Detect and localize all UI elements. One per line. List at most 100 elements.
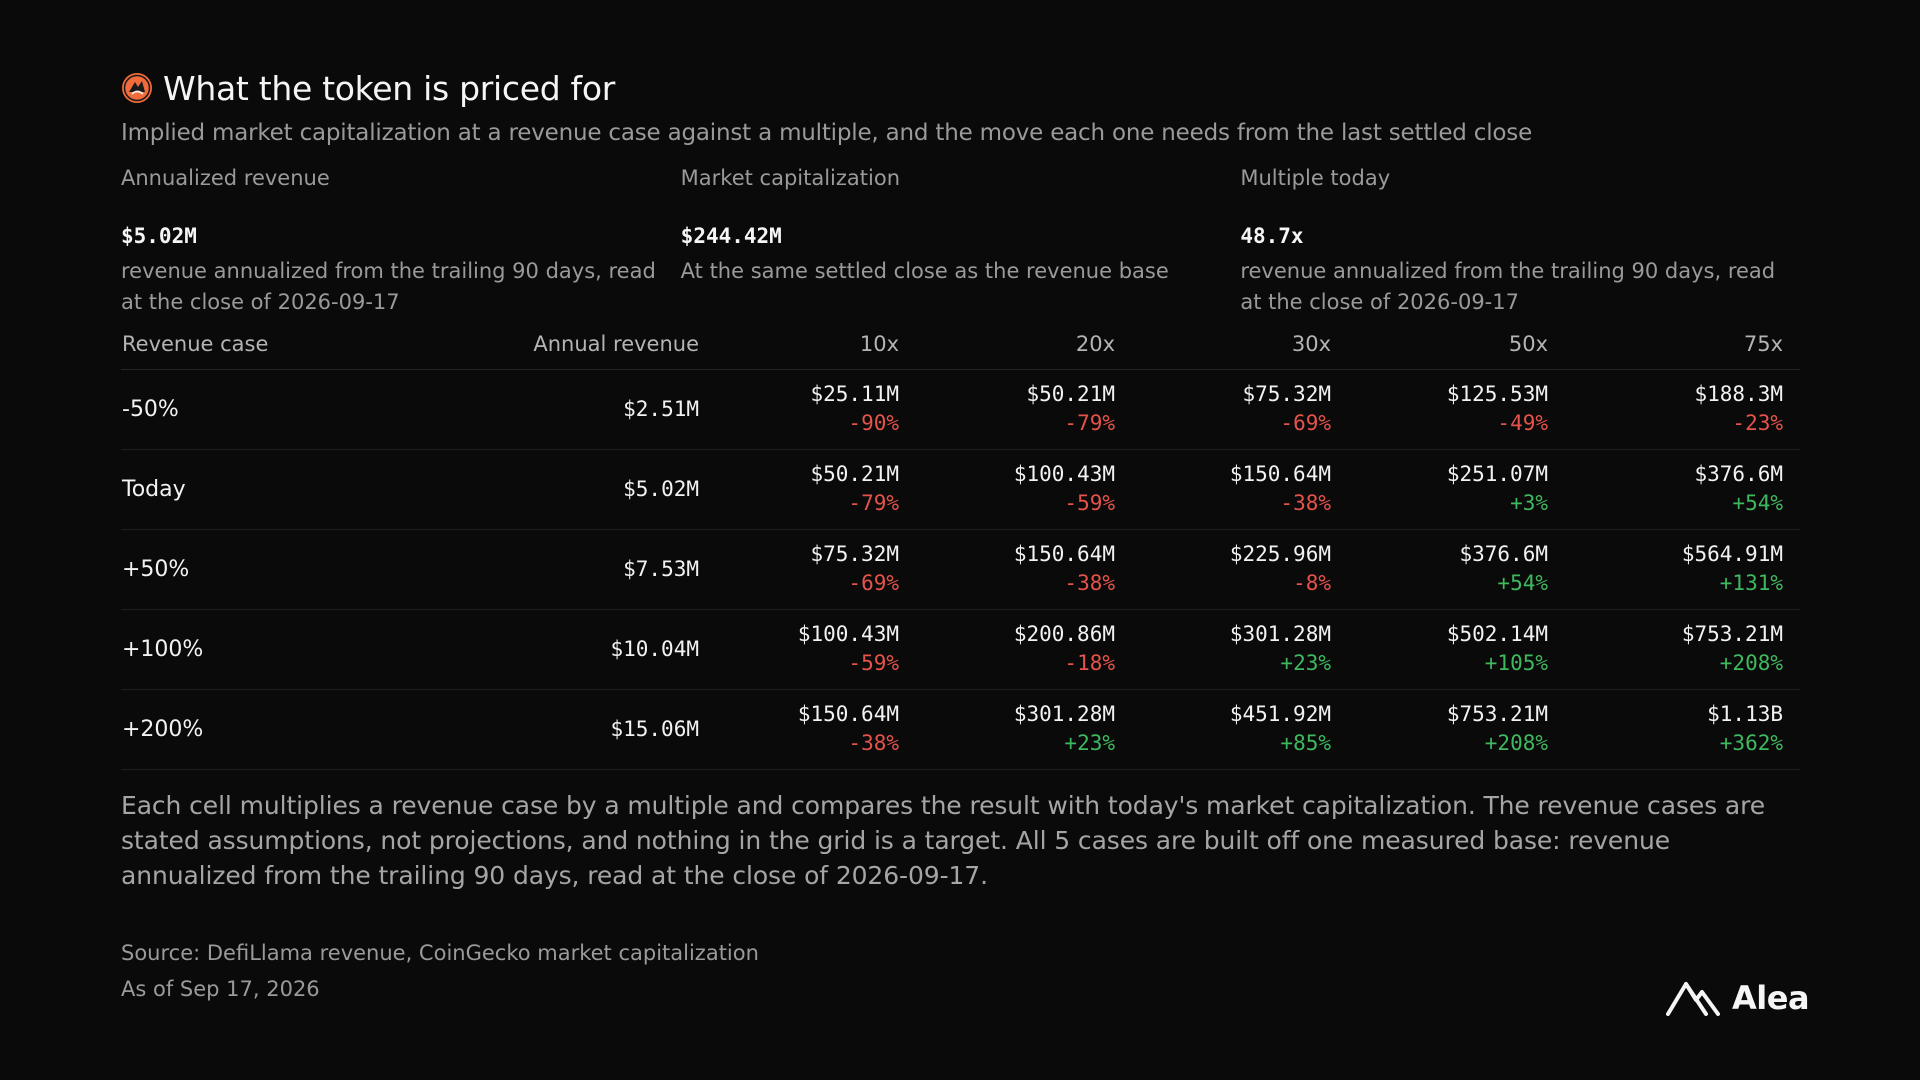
required-move: +208% bbox=[1719, 651, 1783, 675]
title-row: What the token is priced for bbox=[121, 66, 1800, 110]
implied-market-cap: $150.64M bbox=[1229, 462, 1331, 486]
annual-revenue-cell: $7.53M bbox=[431, 529, 699, 610]
multiple-cell: $150.64M -38% bbox=[699, 689, 916, 770]
multiple-cell: $225.96M -8% bbox=[1132, 529, 1348, 610]
required-move: +23% bbox=[1064, 731, 1115, 755]
multiple-cell: $301.28M +23% bbox=[1132, 609, 1348, 690]
multiple-cell: $753.21M +208% bbox=[1348, 689, 1565, 770]
annual-revenue-cell: $2.51M bbox=[431, 369, 699, 450]
implied-market-cap: $753.21M bbox=[1681, 622, 1783, 646]
page: What the token is priced for Implied mar… bbox=[121, 66, 1800, 1007]
required-move: +208% bbox=[1484, 731, 1548, 755]
revenue-case-cell: +100% bbox=[121, 609, 431, 690]
required-move: -49% bbox=[1497, 411, 1548, 435]
stat-value: 48.7x bbox=[1240, 224, 1304, 248]
explanation-text: Each cell multiplies a revenue case by a… bbox=[121, 790, 1766, 890]
required-move: -69% bbox=[1280, 411, 1331, 435]
required-move: +54% bbox=[1497, 571, 1548, 595]
multiple-cell: $1.13B +362% bbox=[1565, 689, 1800, 770]
required-move: +362% bbox=[1719, 731, 1783, 755]
revenue-case-cell: +50% bbox=[121, 529, 431, 610]
implied-market-cap: $75.32M bbox=[1242, 382, 1331, 406]
implied-market-cap: $753.21M bbox=[1446, 702, 1548, 726]
implied-market-cap: $75.32M bbox=[810, 542, 899, 566]
column-header: 10x bbox=[699, 319, 916, 370]
multiple-cell: $100.43M -59% bbox=[916, 449, 1132, 530]
implied-market-cap: $251.07M bbox=[1446, 462, 1548, 486]
implied-market-cap: $376.6M bbox=[1694, 462, 1783, 486]
alea-logo-icon bbox=[1666, 982, 1720, 1016]
table-row: -50% $2.51M $25.11M -90% $50.21M -79% $75.32M -… bbox=[121, 369, 1800, 450]
table-header-row: Revenue case Annual revenue 10x 20x 30x … bbox=[121, 319, 1800, 370]
multiple-cell: $75.32M -69% bbox=[1132, 369, 1348, 450]
stat-label: Annualized revenue bbox=[121, 166, 330, 190]
multiple-cell: $188.3M -23% bbox=[1565, 369, 1800, 450]
stat-note: revenue annualized from the trailing 90 … bbox=[121, 259, 656, 314]
annual-revenue-cell: $15.06M bbox=[431, 689, 699, 770]
multiple-cell: $251.07M +3% bbox=[1348, 449, 1565, 530]
stat-label: Market capitalization bbox=[680, 166, 901, 190]
token-logo-icon bbox=[122, 73, 152, 103]
implied-market-cap: $50.21M bbox=[810, 462, 899, 486]
implied-market-cap: $301.28M bbox=[1013, 702, 1115, 726]
stat-annualized-revenue: Annualized revenue $5.02M revenue annual… bbox=[121, 166, 681, 316]
required-move: -79% bbox=[1064, 411, 1115, 435]
required-move: -90% bbox=[848, 411, 899, 435]
column-header: 30x bbox=[1132, 319, 1348, 370]
required-move: +85% bbox=[1280, 731, 1331, 755]
implied-market-cap: $100.43M bbox=[1013, 462, 1115, 486]
multiple-cell: $376.6M +54% bbox=[1565, 449, 1800, 530]
annual-revenue-cell: $5.02M bbox=[431, 449, 699, 530]
required-move: +131% bbox=[1719, 571, 1783, 595]
table-row: +50% $7.53M $75.32M -69% $150.64M -38% $225.96… bbox=[121, 529, 1800, 610]
multiple-cell: $200.86M -18% bbox=[916, 609, 1132, 690]
column-header: 75x bbox=[1565, 319, 1800, 370]
implied-market-cap: $25.11M bbox=[810, 382, 899, 406]
multiple-cell: $753.21M +208% bbox=[1565, 609, 1800, 690]
brand-name: Alea bbox=[1732, 979, 1810, 1017]
multiple-cell: $376.6M +54% bbox=[1348, 529, 1565, 610]
required-move: -59% bbox=[1064, 491, 1115, 515]
page-title: What the token is priced for bbox=[163, 68, 616, 108]
required-move: +54% bbox=[1732, 491, 1783, 515]
table-row: Today $5.02M $50.21M -79% $100.43M -59% $150.6… bbox=[121, 449, 1800, 530]
brand-logo: Alea bbox=[1666, 978, 1810, 1018]
implied-market-cap: $564.91M bbox=[1681, 542, 1783, 566]
multiple-cell: $150.64M -38% bbox=[916, 529, 1132, 610]
multiple-cell: $25.11M -90% bbox=[699, 369, 916, 450]
multiple-cell: $564.91M +131% bbox=[1565, 529, 1800, 610]
column-header: 20x bbox=[916, 319, 1132, 370]
table-row: +200% $15.06M $150.64M -38% $301.28M +23% $451… bbox=[121, 689, 1800, 770]
required-move: -59% bbox=[848, 651, 899, 675]
multiple-cell: $125.53M -49% bbox=[1348, 369, 1565, 450]
stat-market-cap: Market capitalization $244.42M At the sa… bbox=[681, 166, 1241, 316]
column-header: Revenue case bbox=[121, 319, 431, 370]
implied-market-cap: $100.43M bbox=[797, 622, 899, 646]
implied-market-cap: $502.14M bbox=[1446, 622, 1548, 646]
stat-multiple-today: Multiple today 48.7x revenue annualized … bbox=[1240, 166, 1800, 316]
stat-value: $5.02M bbox=[121, 224, 197, 248]
required-move: -38% bbox=[1280, 491, 1331, 515]
implied-market-cap: $125.53M bbox=[1446, 382, 1548, 406]
required-move: -23% bbox=[1732, 411, 1783, 435]
stats-row: Annualized revenue $5.02M revenue annual… bbox=[121, 166, 1800, 316]
implied-market-cap: $376.6M bbox=[1459, 542, 1548, 566]
implied-market-cap: $301.28M bbox=[1229, 622, 1331, 646]
required-move: -18% bbox=[1064, 651, 1115, 675]
page-subtitle: Implied market capitalization at a reven… bbox=[121, 120, 1533, 146]
implied-market-cap: $188.3M bbox=[1694, 382, 1783, 406]
stat-value: $244.42M bbox=[680, 224, 782, 248]
valuation-grid: Revenue case Annual revenue 10x 20x 30x … bbox=[121, 319, 1800, 770]
multiple-cell: $301.28M +23% bbox=[916, 689, 1132, 770]
multiple-cell: $100.43M -59% bbox=[699, 609, 916, 690]
column-header: Annual revenue bbox=[431, 319, 699, 370]
required-move: -8% bbox=[1293, 571, 1331, 595]
implied-market-cap: $200.86M bbox=[1013, 622, 1115, 646]
stat-note: At the same settled close as the revenue… bbox=[680, 259, 1169, 283]
required-move: -69% bbox=[848, 571, 899, 595]
multiple-cell: $502.14M +105% bbox=[1348, 609, 1565, 690]
revenue-case-cell: +200% bbox=[121, 689, 431, 770]
required-move: -79% bbox=[848, 491, 899, 515]
implied-market-cap: $150.64M bbox=[1013, 542, 1115, 566]
implied-market-cap: $50.21M bbox=[1026, 382, 1115, 406]
